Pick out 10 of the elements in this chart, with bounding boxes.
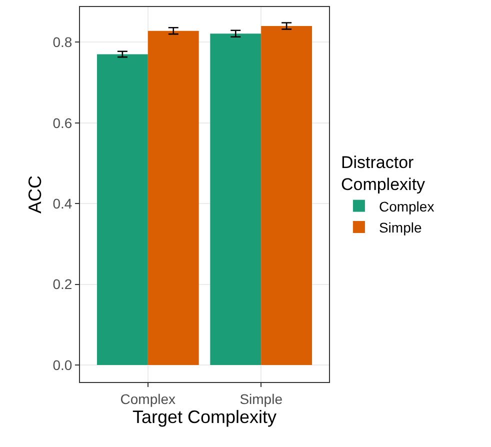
legend-label: Complex — [378, 198, 434, 214]
y-tick-label: 0.2 — [52, 276, 72, 292]
y-tick-label: 0.8 — [52, 34, 72, 50]
y-tick-label: 0.0 — [52, 356, 72, 373]
legend-label: Simple — [378, 219, 422, 236]
legend-title: Distractor Complexity — [340, 153, 426, 194]
y-tick-label: 0.6 — [52, 114, 72, 131]
y-axis-title: ACC — [24, 175, 45, 214]
y-tick-label: 0.4 — [52, 195, 72, 212]
x-axis-title: Target Complexity — [132, 406, 277, 427]
